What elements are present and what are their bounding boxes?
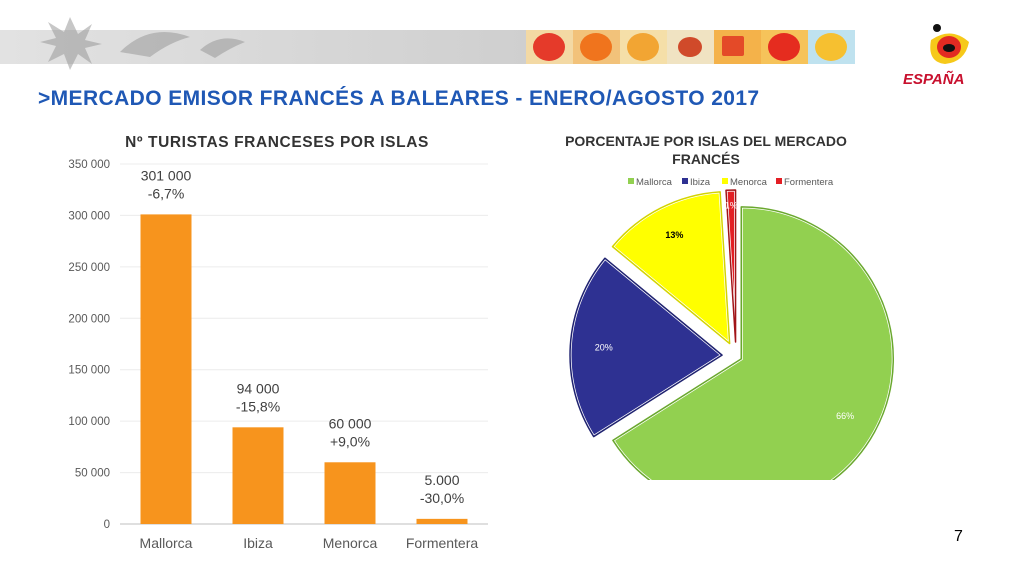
bar-y-tick-label: 350 000 xyxy=(68,159,110,171)
pie-data-label: 1% xyxy=(725,200,738,210)
bar-y-tick-label: 200 000 xyxy=(68,313,110,325)
pie-slice-outline xyxy=(725,189,737,343)
legend-swatch xyxy=(628,178,634,184)
legend-label: Formentera xyxy=(784,177,834,188)
tile-bug-icon xyxy=(667,30,714,64)
bar-x-axis: Mallorca Ibiza Menorca Formentera xyxy=(140,535,479,551)
tile-sun-icon xyxy=(526,30,573,64)
pie-chart-title-line2: FRANCÉS xyxy=(672,151,740,167)
pie-chart: PORCENTAJE POR ISLAS DEL MERCADO FRANCÉS… xyxy=(565,133,895,480)
pie-data-label: 66% xyxy=(836,411,854,421)
legend-label: Mallorca xyxy=(636,177,673,188)
bar-y-tick-label: 0 xyxy=(104,519,110,531)
bar-change-label: -30,0% xyxy=(420,490,464,506)
bar-change-label: -15,8% xyxy=(236,398,280,414)
espana-logo: ESPAÑA xyxy=(903,24,969,88)
tile-sun-icon xyxy=(620,30,667,64)
bar-y-tick-label: 300 000 xyxy=(68,210,110,222)
bar-y-tick-label: 50 000 xyxy=(75,468,110,480)
pie-slice-outline xyxy=(611,191,731,345)
logo-text: ESPAÑA xyxy=(903,70,964,88)
tile-sun-icon xyxy=(761,30,808,64)
pie-series xyxy=(568,188,895,480)
pie-legend: Mallorca Ibiza Menorca Formentera xyxy=(628,177,834,188)
bar-change-label: -6,7% xyxy=(148,185,185,201)
page-title: >MERCADO EMISOR FRANCÉS A BALEARES - ENE… xyxy=(38,87,760,110)
sun-watermark-icon xyxy=(40,17,245,70)
legend-label: Menorca xyxy=(730,177,768,188)
bar-formentera xyxy=(416,518,468,524)
legend-swatch xyxy=(776,178,782,184)
tile-square-icon xyxy=(714,30,761,64)
bar-x-tick-label: Ibiza xyxy=(243,535,273,551)
legend-swatch xyxy=(682,178,688,184)
legend-label: Ibiza xyxy=(690,177,711,188)
bar-chart: Nº TURISTAS FRANCESES POR ISLAS 0 50 000 1… xyxy=(68,134,488,551)
bar-x-tick-label: Formentera xyxy=(406,535,479,551)
bar-data-labels: 301 000 -6,7% 94 000 -15,8% 60 000 +9,0% 5.000… xyxy=(141,167,464,505)
bar-mallorca xyxy=(140,214,192,524)
decorative-tiles xyxy=(526,30,856,64)
pie-slice-outline xyxy=(612,206,894,480)
page-number: 7 xyxy=(954,528,963,545)
bar-value-label: 5.000 xyxy=(424,472,459,488)
bar-chart-title: Nº TURISTAS FRANCESES POR ISLAS xyxy=(125,134,429,151)
tile-sun-icon xyxy=(808,30,855,64)
bar-change-label: +9,0% xyxy=(330,433,370,449)
bar-y-tick-label: 100 000 xyxy=(68,416,110,428)
bar-ibiza xyxy=(232,427,284,524)
bar-y-axis: 0 50 000 100 000 150 000 200 000 250 000 300 0… xyxy=(68,159,110,531)
bar-menorca xyxy=(324,462,376,524)
pie-data-labels: 66% 20% 13% 1% xyxy=(595,200,854,421)
bar-value-label: 301 000 xyxy=(141,167,192,183)
bar-x-tick-label: Mallorca xyxy=(140,535,193,551)
bar-value-label: 60 000 xyxy=(329,415,372,431)
bar-series xyxy=(140,214,468,524)
tile-sun-icon xyxy=(573,30,620,64)
pie-data-label: 20% xyxy=(595,343,613,353)
pie-slice-outline xyxy=(569,257,723,438)
bar-y-tick-label: 150 000 xyxy=(68,365,110,377)
pie-data-label: 13% xyxy=(665,230,683,240)
legend-swatch xyxy=(722,178,728,184)
bar-x-tick-label: Menorca xyxy=(323,535,378,551)
bar-value-label: 94 000 xyxy=(237,380,280,396)
pie-chart-title-line1: PORCENTAJE POR ISLAS DEL MERCADO xyxy=(565,133,847,149)
bar-y-tick-label: 250 000 xyxy=(68,262,110,274)
